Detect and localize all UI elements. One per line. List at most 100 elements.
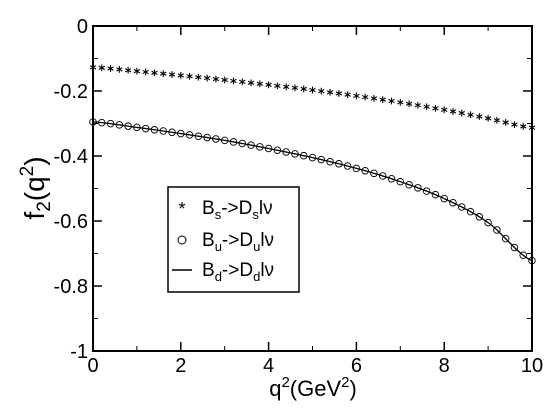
axis-ticks: 0 2 4 6 8 10 0 -0.2 -0.4 -0.6 -0.8 -1 bbox=[54, 16, 544, 377]
data-point-star bbox=[449, 108, 457, 115]
data-point-star bbox=[484, 114, 492, 122]
data-point-circle bbox=[343, 162, 352, 170]
x-tick-label: 6 bbox=[351, 355, 362, 377]
legend-label-bs: Bs->Dslν bbox=[202, 198, 273, 222]
data-point-star bbox=[397, 98, 404, 106]
data-point-star bbox=[388, 97, 395, 105]
y-tick-label: 0 bbox=[77, 16, 88, 38]
data-point-star bbox=[520, 123, 527, 130]
data-point-star bbox=[370, 94, 378, 102]
legend-entry-bs: * Bs->Dslν bbox=[178, 198, 272, 222]
data-point-circle bbox=[282, 148, 290, 156]
data-point-star bbox=[168, 71, 176, 78]
data-point-circle bbox=[431, 190, 440, 199]
data-point-star bbox=[265, 81, 272, 89]
data-point-star bbox=[291, 84, 299, 92]
data-point-circle bbox=[396, 177, 405, 186]
legend-label-bd: Bd->Ddlν bbox=[202, 260, 274, 284]
data-point-circle bbox=[414, 184, 422, 192]
data-point-star bbox=[502, 119, 509, 126]
y-axis-title: f2(q2) bbox=[17, 156, 55, 219]
x-tick-label: 0 bbox=[87, 355, 98, 377]
data-point-star bbox=[326, 88, 334, 96]
series-line bbox=[92, 121, 533, 262]
data-point-star bbox=[528, 124, 536, 132]
data-point-star bbox=[151, 69, 158, 77]
data-point-circle bbox=[299, 151, 308, 160]
data-point-star bbox=[274, 82, 281, 90]
data-point-circle bbox=[484, 218, 492, 227]
x-axis-title: q2(GeV2) bbox=[269, 374, 357, 401]
data-point-star bbox=[203, 74, 211, 82]
data-point-star bbox=[186, 72, 193, 80]
legend-entry-bd: Bd->Ddlν bbox=[172, 260, 274, 284]
data-point-star bbox=[221, 76, 228, 84]
data-point-circle bbox=[458, 203, 466, 211]
y-tick-label: -0.8 bbox=[54, 276, 88, 298]
data-point-star bbox=[432, 104, 439, 112]
data-point-star bbox=[493, 116, 501, 124]
data-point-circle bbox=[291, 150, 299, 158]
data-point-circle bbox=[308, 153, 317, 162]
data-point-star bbox=[142, 68, 149, 76]
legend-star-marker: * bbox=[178, 199, 185, 219]
data-point-star bbox=[89, 63, 97, 71]
plot-area bbox=[92, 25, 533, 352]
series-star bbox=[89, 63, 536, 132]
data-point-star bbox=[511, 121, 518, 128]
y-tick-label: -0.4 bbox=[54, 146, 88, 168]
data-point-star bbox=[361, 93, 369, 101]
data-point-circle bbox=[493, 226, 501, 234]
data-point-star bbox=[379, 96, 386, 104]
data-point-star bbox=[414, 101, 422, 109]
data-point-star bbox=[116, 66, 123, 73]
data-point-star bbox=[335, 90, 343, 97]
data-point-circle bbox=[440, 194, 448, 203]
data-point-star bbox=[282, 83, 290, 91]
data-point-star bbox=[98, 64, 105, 72]
legend-label-bu: Bu->Dulν bbox=[202, 230, 274, 254]
y-tick-label: -1 bbox=[70, 341, 88, 363]
data-point-star bbox=[124, 66, 132, 74]
data-point-star bbox=[239, 78, 246, 86]
data-point-circle bbox=[317, 155, 326, 164]
legend-box bbox=[167, 186, 300, 293]
data-point-circle bbox=[378, 172, 387, 180]
y-tick-label: -0.6 bbox=[54, 211, 88, 233]
legend: * Bs->Dslν Bu->Dulν Bd->Ddlν bbox=[167, 186, 300, 293]
data-series bbox=[89, 63, 536, 265]
x-tick-label: 2 bbox=[175, 355, 186, 377]
data-point-circle bbox=[387, 174, 396, 183]
data-point-star bbox=[160, 70, 167, 78]
data-point-star bbox=[423, 103, 430, 111]
y-tick-label: -0.2 bbox=[54, 81, 88, 103]
data-point-circle bbox=[528, 256, 536, 265]
data-point-star bbox=[247, 79, 255, 87]
data-point-star bbox=[344, 91, 351, 99]
data-point-star bbox=[177, 72, 185, 79]
series-circle bbox=[89, 118, 536, 265]
data-point-star bbox=[405, 100, 413, 108]
data-point-star bbox=[212, 75, 220, 83]
data-point-star bbox=[467, 111, 474, 119]
series-line bbox=[92, 121, 533, 262]
legend-circle-marker bbox=[177, 235, 187, 245]
data-point-circle bbox=[326, 157, 334, 166]
data-point-circle bbox=[361, 167, 369, 175]
data-point-star bbox=[458, 109, 465, 117]
legend-entry-bu: Bu->Dulν bbox=[177, 230, 274, 254]
data-point-circle bbox=[519, 251, 527, 260]
data-point-star bbox=[440, 106, 448, 114]
data-point-star bbox=[318, 87, 325, 95]
data-point-star bbox=[195, 73, 202, 81]
data-point-star bbox=[300, 85, 307, 93]
x-tick-label: 4 bbox=[263, 355, 274, 377]
data-point-star bbox=[230, 77, 237, 85]
data-point-circle bbox=[422, 187, 431, 195]
data-point-circle bbox=[510, 243, 519, 252]
data-point-star bbox=[353, 92, 360, 100]
x-tick-label: 8 bbox=[439, 355, 450, 377]
data-point-circle bbox=[335, 160, 343, 168]
data-point-circle bbox=[352, 164, 361, 173]
